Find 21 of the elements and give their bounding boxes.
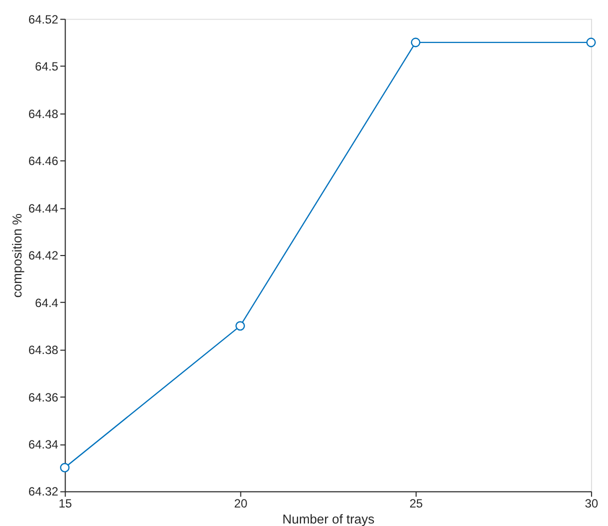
x-tick-label: 30 — [584, 496, 599, 511]
y-tick-label: 64.46 — [28, 154, 59, 168]
y-tick-label: 64.44 — [28, 201, 59, 216]
point — [60, 462, 70, 472]
y-axis-title: composition % — [9, 212, 24, 298]
point — [235, 321, 245, 331]
x-tick-label: 15 — [58, 496, 72, 511]
y-tick-label: 64.42 — [28, 248, 59, 263]
y-tick-label: 64.48 — [28, 106, 59, 121]
point — [410, 38, 420, 48]
x-axis-title: Number of trays — [282, 512, 374, 526]
x-tick-label: 25 — [409, 496, 424, 511]
y-tick-label: 64.32 — [28, 484, 59, 499]
y-tick-label: 64.34 — [28, 438, 59, 452]
x-tick-label: 20 — [234, 496, 248, 511]
point — [586, 38, 596, 48]
y-tick-label: 64.36 — [28, 390, 59, 404]
y-tick-label: 64.5 — [35, 60, 59, 74]
y-tick-label: 64.4 — [35, 296, 59, 310]
y-tick-label: 64.52 — [28, 12, 59, 26]
y-tick-label: 64.38 — [28, 343, 59, 358]
